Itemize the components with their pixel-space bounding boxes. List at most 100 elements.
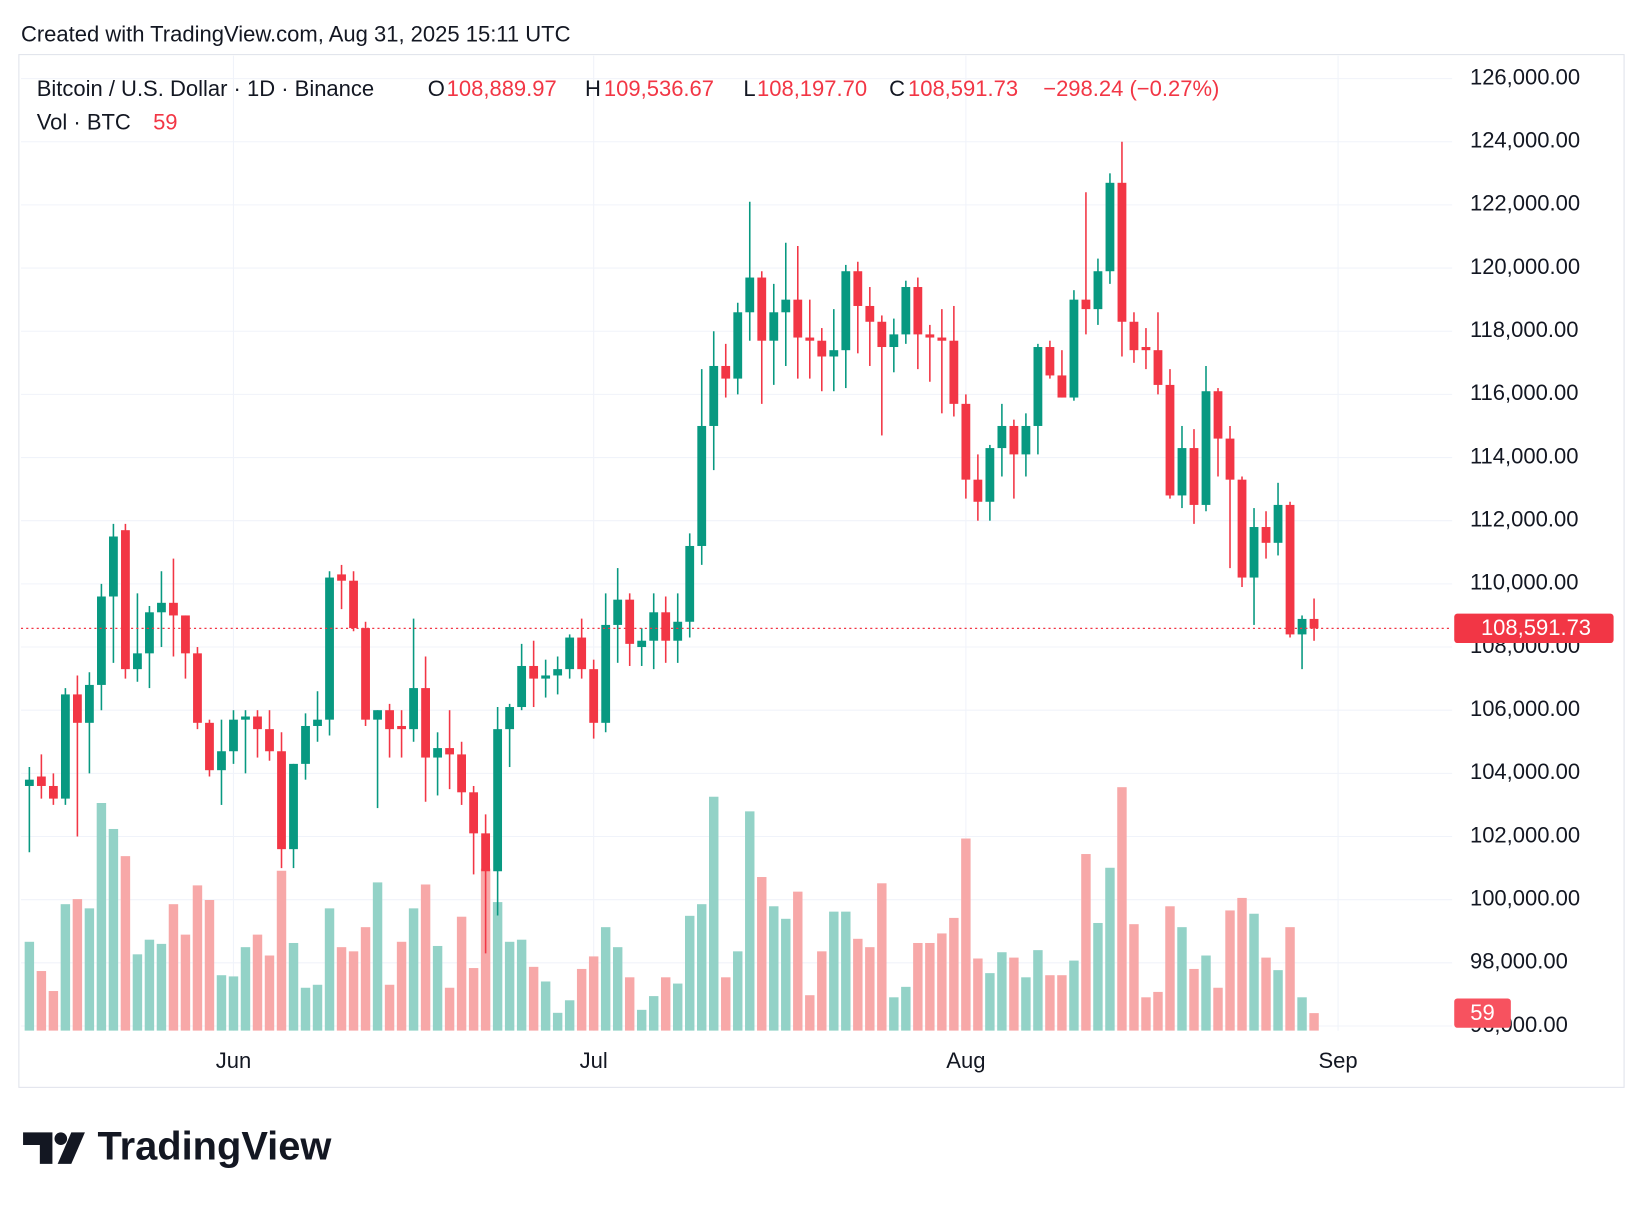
candle-body: [841, 271, 851, 351]
candle-body: [745, 277, 755, 313]
volume-bar: [805, 995, 815, 1031]
candle-body: [229, 719, 238, 752]
volume-bar: [1033, 950, 1043, 1031]
candle-pane: [20, 141, 1453, 954]
candle-body: [325, 577, 334, 720]
volume-bar: [396, 941, 407, 1031]
volume-pane: [24, 787, 1319, 1031]
volume-bar: [240, 947, 251, 1031]
last-volume-label: 59: [1470, 1000, 1494, 1025]
volume-bar: [300, 987, 311, 1031]
candle-body: [1213, 391, 1223, 439]
candle-body: [949, 340, 959, 404]
volume-bar: [576, 968, 587, 1031]
volume-bar: [709, 796, 719, 1031]
candle-body: [577, 637, 587, 670]
candle-body: [433, 748, 442, 758]
candle-body: [1297, 618, 1307, 635]
candle-body: [1153, 350, 1163, 385]
candle-body: [48, 785, 58, 799]
volume-bar: [420, 884, 431, 1031]
candle-body: [649, 612, 659, 641]
volume-bar: [468, 968, 479, 1031]
volume-bar: [1153, 991, 1163, 1031]
candle-body: [1069, 299, 1079, 398]
volume-bar: [336, 947, 347, 1031]
candle-body: [925, 334, 935, 338]
volume-bar: [769, 906, 779, 1031]
x-tick-label: Jun: [216, 1048, 251, 1073]
logo-icon: [57, 1132, 85, 1164]
candle-body: [289, 763, 298, 850]
volume-bar: [817, 951, 827, 1031]
volume-bar: [1189, 968, 1199, 1031]
candle-body: [1081, 299, 1091, 310]
volume-bar: [1045, 975, 1055, 1031]
candle-body: [637, 640, 647, 648]
volume-bar: [1009, 957, 1019, 1031]
volume-bar: [745, 811, 755, 1031]
candle-body: [997, 425, 1007, 449]
volume-bar: [600, 927, 611, 1031]
volume-bar: [1057, 975, 1067, 1031]
y-tick-label: 98,000.00: [1470, 949, 1568, 974]
candle-body: [169, 602, 178, 616]
volume-bar: [1069, 960, 1079, 1031]
volume-bar: [1309, 1013, 1319, 1031]
candle-body: [1249, 527, 1259, 578]
candle-body: [241, 716, 250, 720]
volume-bar: [781, 918, 791, 1031]
candle-body: [1129, 321, 1139, 351]
volume-label: Vol · BTC: [37, 110, 131, 135]
candle-body: [421, 688, 430, 758]
candle-body: [529, 665, 539, 679]
x-tick-label: Sep: [1318, 1048, 1357, 1073]
x-tick-label: Aug: [946, 1048, 985, 1073]
candle-body: [505, 707, 515, 730]
volume-bar: [1213, 987, 1223, 1031]
candle-body: [1141, 347, 1151, 351]
volume-bar: [697, 904, 707, 1031]
volume-bar: [853, 938, 863, 1031]
volume-bar: [528, 966, 539, 1031]
y-tick-label: 124,000.00: [1470, 128, 1580, 153]
volume-bar: [1177, 927, 1187, 1031]
axes: 96,000.0098,000.00100,000.00102,000.0010…: [216, 64, 1614, 1073]
candle-body: [373, 710, 382, 720]
close-value: 108,591.73: [908, 76, 1018, 101]
volume-bar: [913, 942, 923, 1031]
volume-bar: [60, 904, 71, 1031]
volume-bar: [636, 1009, 647, 1031]
volume-bar: [492, 902, 503, 1031]
logo-text: TradingView: [98, 1125, 333, 1169]
change-value: −298.24 (−0.27%): [1043, 76, 1219, 101]
volume-bar: [1129, 924, 1139, 1031]
candle-body: [1165, 384, 1175, 496]
volume-bar: [36, 971, 47, 1031]
volume-bar: [673, 983, 683, 1031]
candle-body: [457, 754, 467, 793]
candle-body: [109, 536, 118, 597]
candle-body: [445, 748, 455, 755]
volume-bar: [132, 954, 143, 1031]
candle-body: [673, 621, 683, 641]
candle-body: [1093, 271, 1103, 310]
chart-frame: [18, 54, 1625, 1088]
candle-body: [781, 299, 791, 313]
candle-body: [85, 684, 94, 723]
low-label: L: [743, 76, 755, 101]
candle-body: [1189, 448, 1199, 505]
candle-body: [97, 596, 106, 685]
candle-body: [661, 612, 671, 641]
volume-bar: [1297, 997, 1307, 1031]
candle-body: [157, 602, 166, 613]
y-tick-label: 112,000.00: [1470, 507, 1578, 532]
volume-bar: [372, 882, 383, 1031]
volume-bar: [288, 942, 299, 1031]
candle-body: [769, 312, 779, 341]
volume-bar: [624, 977, 635, 1031]
candle-body: [1045, 347, 1055, 376]
volume-bar: [865, 947, 875, 1031]
volume-bar: [432, 945, 443, 1031]
